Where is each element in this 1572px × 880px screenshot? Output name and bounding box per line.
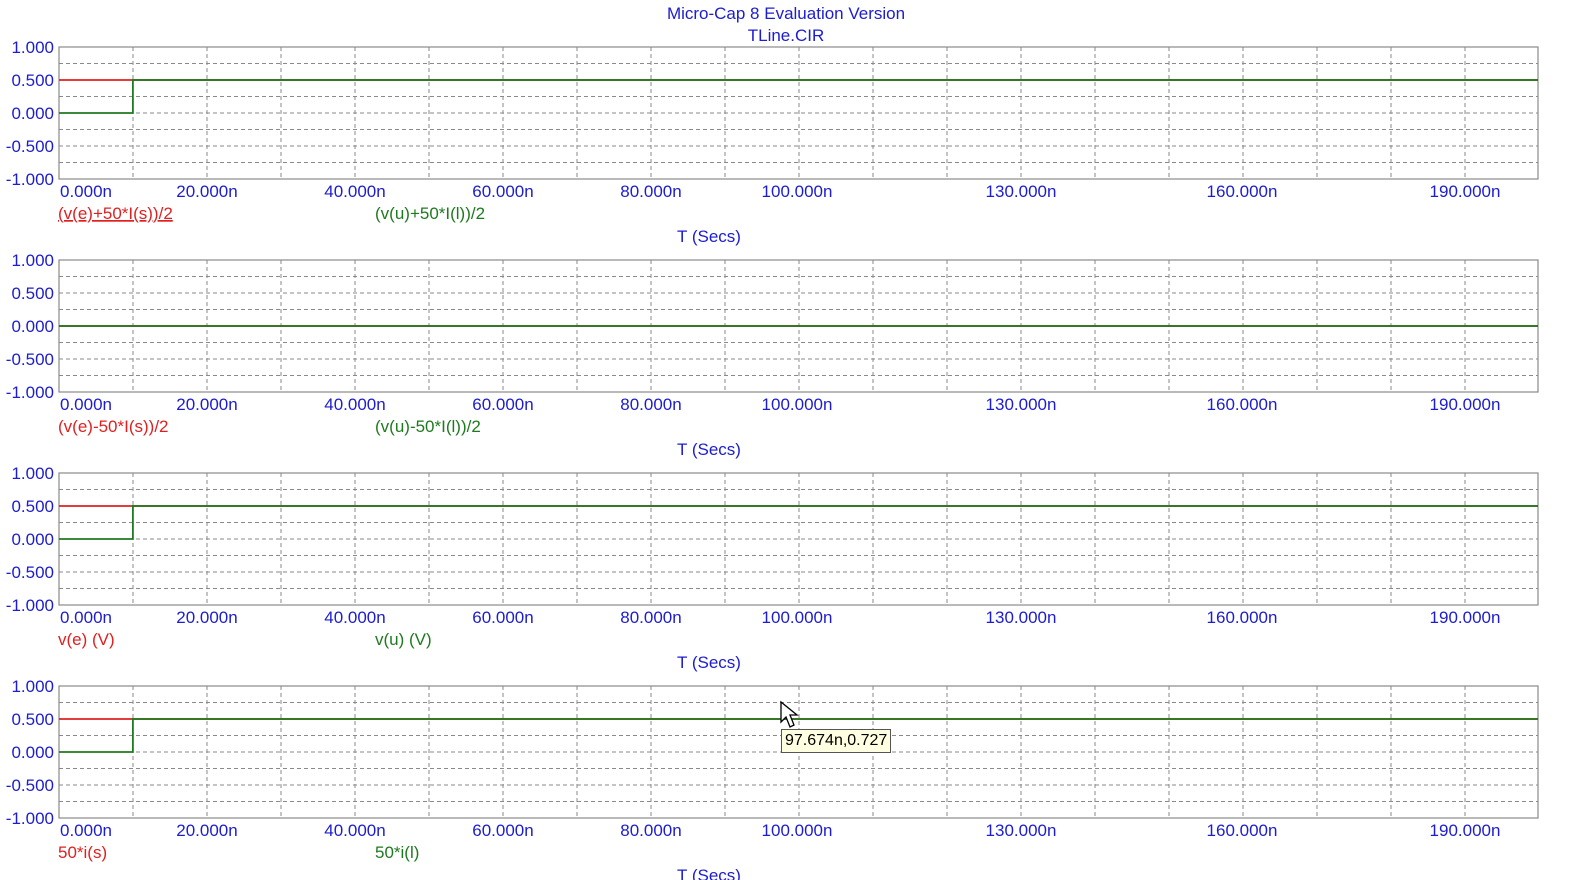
mouse-pointer-icon xyxy=(780,700,799,728)
y-tick-label: -0.500 xyxy=(6,350,54,369)
y-tick-label: 1.000 xyxy=(11,251,54,270)
y-tick-label: -1.000 xyxy=(6,170,54,189)
x-tick-label: 40.000n xyxy=(324,608,385,627)
x-tick-label: 40.000n xyxy=(324,182,385,201)
y-tick-label: -0.500 xyxy=(6,776,54,795)
y-tick-label: 0.000 xyxy=(11,317,54,336)
y-tick-label: 1.000 xyxy=(11,38,54,57)
y-tick-label: 1.000 xyxy=(11,677,54,696)
x-axis-label: T (Secs) xyxy=(677,653,741,672)
cursor-readout-tooltip: 97.674n,0.727 xyxy=(781,729,892,753)
plot-2[interactable]: 1.000 0.500 0.000 -0.500 -1.000 0.000n 20.000n… xyxy=(6,251,1539,459)
x-axis-label: T (Secs) xyxy=(677,440,741,459)
plot-3[interactable]: 1.000 0.500 0.000 -0.500 -1.000 0.000n 20.000n… xyxy=(6,464,1539,672)
x-tick-label: 130.000n xyxy=(986,821,1057,840)
x-tick-label: 100.000n xyxy=(762,395,833,414)
x-axis-label: T (Secs) xyxy=(677,227,741,246)
y-tick-label: 0.000 xyxy=(11,743,54,762)
legend-entry[interactable]: (v(u)-50*I(l))/2 xyxy=(375,417,481,436)
legend-entry[interactable]: (v(e)-50*I(s))/2 xyxy=(58,417,169,436)
x-tick-label: 20.000n xyxy=(176,821,237,840)
y-tick-label: -0.500 xyxy=(6,137,54,156)
plot-1[interactable]: 1.000 0.500 0.000 -0.500 -1.000 0.000n 20.000n… xyxy=(6,38,1539,246)
series-line-green[interactable] xyxy=(59,79,1538,114)
x-tick-label: 100.000n xyxy=(762,821,833,840)
x-tick-label: 80.000n xyxy=(620,395,681,414)
x-axis-label: T (Secs) xyxy=(677,866,741,880)
x-tick-label: 0.000n xyxy=(60,821,112,840)
y-tick-label: 0.500 xyxy=(11,497,54,516)
x-tick-label: 40.000n xyxy=(324,395,385,414)
legend-entry[interactable]: v(u) (V) xyxy=(375,630,432,649)
x-tick-label: 20.000n xyxy=(176,608,237,627)
y-tick-label: -1.000 xyxy=(6,596,54,615)
x-tick-label: 130.000n xyxy=(986,608,1057,627)
x-tick-label: 100.000n xyxy=(762,608,833,627)
y-tick-label: 0.000 xyxy=(11,530,54,549)
legend-entry[interactable]: (v(u)+50*I(l))/2 xyxy=(375,204,485,223)
x-tick-label: 190.000n xyxy=(1430,608,1501,627)
plot-4[interactable]: 1.000 0.500 0.000 -0.500 -1.000 0.000n 20.000n… xyxy=(6,677,1539,880)
x-tick-label: 160.000n xyxy=(1207,608,1278,627)
x-tick-label: 60.000n xyxy=(472,395,533,414)
x-tick-label: 160.000n xyxy=(1207,821,1278,840)
series-line-green[interactable] xyxy=(59,505,1538,540)
x-tick-label: 60.000n xyxy=(472,608,533,627)
y-tick-label: 0.500 xyxy=(11,71,54,90)
window-title: Micro-Cap 8 Evaluation Version xyxy=(666,4,906,23)
y-tick-label: 0.500 xyxy=(11,284,54,303)
x-tick-label: 130.000n xyxy=(986,182,1057,201)
x-tick-label: 60.000n xyxy=(472,182,533,201)
x-tick-label: 100.000n xyxy=(762,182,833,201)
x-tick-label: 160.000n xyxy=(1207,395,1278,414)
x-tick-label: 20.000n xyxy=(176,395,237,414)
x-tick-label: 40.000n xyxy=(324,821,385,840)
x-tick-label: 0.000n xyxy=(60,182,112,201)
legend-entry[interactable]: v(e) (V) xyxy=(58,630,115,649)
x-tick-label: 20.000n xyxy=(176,182,237,201)
x-tick-label: 130.000n xyxy=(986,395,1057,414)
x-tick-label: 80.000n xyxy=(620,608,681,627)
y-tick-label: 1.000 xyxy=(11,464,54,483)
x-tick-label: 190.000n xyxy=(1430,395,1501,414)
x-tick-label: 80.000n xyxy=(620,821,681,840)
x-tick-label: 190.000n xyxy=(1430,821,1501,840)
y-tick-label: 0.000 xyxy=(11,104,54,123)
x-tick-label: 160.000n xyxy=(1207,182,1278,201)
y-tick-label: -0.500 xyxy=(6,563,54,582)
legend-entry[interactable]: (v(e)+50*I(s))/2 xyxy=(58,204,173,223)
x-tick-label: 80.000n xyxy=(620,182,681,201)
x-tick-label: 60.000n xyxy=(472,821,533,840)
y-tick-label: -1.000 xyxy=(6,383,54,402)
y-tick-label: 0.500 xyxy=(11,710,54,729)
x-tick-label: 0.000n xyxy=(60,608,112,627)
y-tick-label: -1.000 xyxy=(6,809,54,828)
legend-entry[interactable]: 50*i(l) xyxy=(375,843,419,862)
x-tick-label: 190.000n xyxy=(1430,182,1501,201)
legend-entry[interactable]: 50*i(s) xyxy=(58,843,107,862)
circuit-file-name: TLine.CIR xyxy=(747,26,825,45)
series-line-green[interactable] xyxy=(59,718,1538,753)
x-tick-label: 0.000n xyxy=(60,395,112,414)
